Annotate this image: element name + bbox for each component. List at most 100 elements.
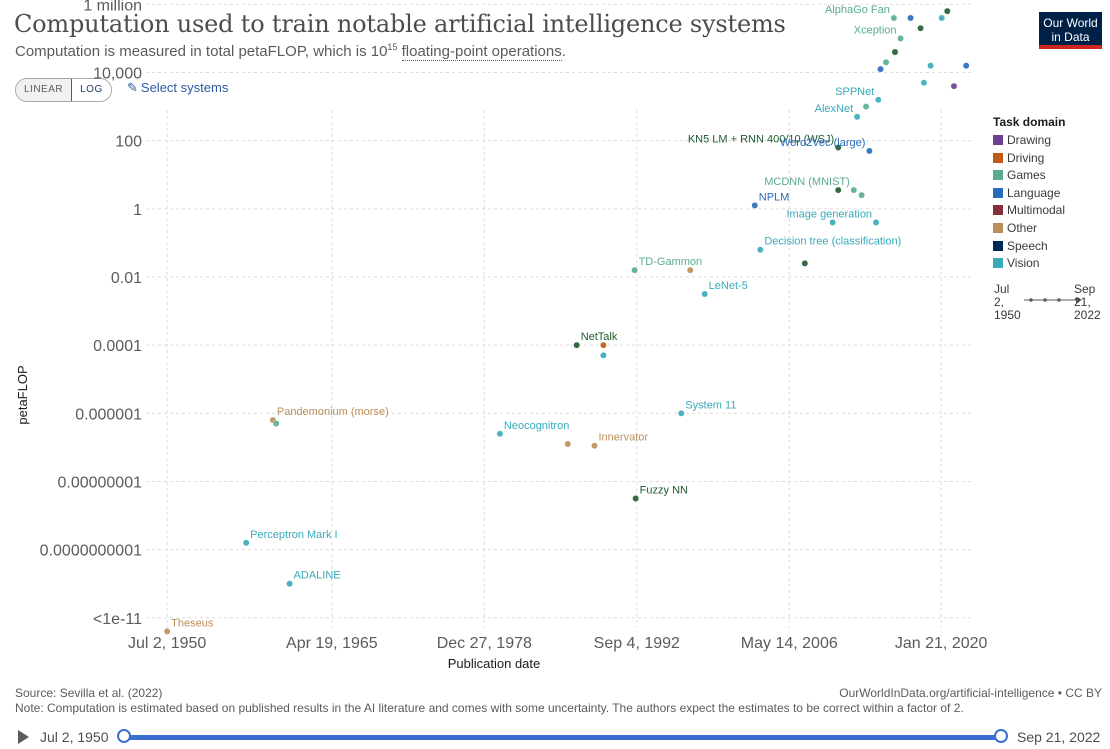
point-label: NPLM bbox=[759, 191, 790, 203]
y-axis-label: petaFLOP bbox=[15, 365, 30, 424]
scale-toggle[interactable]: LINEAR LOG bbox=[15, 78, 112, 102]
data-point bbox=[897, 34, 904, 42]
data-point bbox=[286, 580, 294, 588]
data-point bbox=[890, 14, 898, 22]
data-point bbox=[858, 191, 866, 199]
x-tick-label: Sep 4, 1992 bbox=[594, 635, 680, 652]
legend-label: Multimodal bbox=[1007, 203, 1066, 218]
data-point bbox=[853, 113, 861, 121]
legend-swatch bbox=[993, 223, 1003, 233]
logo-line2: in Data bbox=[1051, 30, 1090, 44]
data-point bbox=[242, 539, 250, 547]
legend-swatch bbox=[993, 135, 1003, 145]
legend-item-other[interactable]: Other bbox=[993, 221, 1037, 235]
data-point bbox=[272, 420, 280, 427]
y-tick-label: 0.0001 bbox=[93, 338, 142, 355]
legend-item-language[interactable]: Language bbox=[993, 186, 1060, 200]
legend-label: Games bbox=[1007, 168, 1046, 183]
point-label: Theseus bbox=[171, 617, 214, 629]
legend-item-driving[interactable]: Driving bbox=[993, 151, 1044, 165]
y-tick-label: 0.0000000001 bbox=[40, 543, 142, 560]
data-point bbox=[756, 246, 764, 254]
data-point bbox=[850, 186, 858, 194]
y-tick-label: 0.000001 bbox=[75, 406, 142, 423]
legend-label: Driving bbox=[1007, 150, 1045, 165]
data-point bbox=[163, 627, 171, 635]
legend-label: Vision bbox=[1007, 256, 1040, 271]
footnote: Note: Computation is estimated based on … bbox=[15, 701, 964, 715]
range-end-day: 21, bbox=[1074, 295, 1091, 309]
data-point bbox=[573, 341, 581, 349]
range-start-year: 1950 bbox=[994, 308, 1021, 322]
data-point bbox=[950, 82, 958, 90]
timeline-track[interactable] bbox=[124, 735, 1001, 740]
point-label: Innervator bbox=[599, 432, 649, 444]
point-label: Neocognitron bbox=[504, 420, 569, 432]
play-icon[interactable] bbox=[18, 730, 29, 744]
point-label: Decision tree (classification) bbox=[764, 236, 901, 248]
scale-log-button[interactable]: LOG bbox=[71, 79, 111, 101]
range-start-month: Jul bbox=[994, 282, 1010, 296]
point-label: Perceptron Mark I bbox=[250, 529, 337, 541]
y-tick-label: 0.01 bbox=[111, 270, 142, 287]
data-point bbox=[872, 219, 880, 226]
subtitle-link[interactable]: floating-point operations bbox=[401, 43, 562, 61]
data-point bbox=[920, 79, 928, 87]
point-label: ADALINE bbox=[294, 570, 341, 582]
legend-swatch bbox=[993, 187, 1003, 198]
data-point bbox=[938, 14, 946, 22]
range-end-year: 2022 bbox=[1074, 308, 1101, 322]
y-tick-label: 0.00000001 bbox=[57, 474, 142, 491]
source-url[interactable]: OurWorldInData.org/artificial-intelligen… bbox=[839, 686, 1102, 700]
data-point bbox=[631, 266, 639, 274]
select-systems-button[interactable]: ✎ Select systems bbox=[127, 80, 228, 96]
timeline-start-label: Jul 2, 1950 bbox=[40, 729, 109, 745]
timeline-start-handle[interactable] bbox=[117, 729, 131, 743]
scale-linear-button[interactable]: LINEAR bbox=[16, 79, 72, 101]
timeline-slider[interactable]: Jul 2, 1950 Sep 21, 2022 bbox=[0, 726, 1110, 749]
x-tick-label: May 14, 2006 bbox=[741, 635, 838, 652]
timeline-end-label: Sep 21, 2022 bbox=[1017, 729, 1101, 745]
data-point bbox=[496, 430, 504, 438]
logo-line1: Our World bbox=[1043, 16, 1098, 30]
point-label: AlphaGo Fan bbox=[825, 4, 890, 16]
timeline-end-handle[interactable] bbox=[994, 729, 1008, 743]
source-note: Source: Sevilla et al. (2022) bbox=[15, 686, 163, 700]
data-point bbox=[801, 259, 809, 267]
legend-item-games[interactable]: Games bbox=[993, 168, 1046, 182]
y-tick-label: 10,000 bbox=[93, 66, 142, 83]
data-point bbox=[829, 219, 837, 226]
data-point bbox=[907, 14, 915, 22]
owid-logo[interactable]: Our World in Data bbox=[1039, 12, 1102, 49]
data-point bbox=[677, 409, 685, 417]
legend-swatch bbox=[993, 152, 1003, 163]
legend-item-speech[interactable]: Speech bbox=[993, 239, 1048, 253]
point-label: KN5 LM + RNN 400/10 (WSJ) bbox=[688, 133, 834, 145]
legend-item-drawing[interactable]: Drawing bbox=[993, 133, 1051, 147]
range-end-label: Sep 21, 2022 bbox=[1074, 283, 1106, 322]
data-point bbox=[862, 103, 870, 111]
point-label: Pandemonium (morse) bbox=[277, 406, 389, 418]
pencil-icon: ✎ bbox=[127, 80, 138, 95]
data-point bbox=[751, 201, 759, 209]
data-point bbox=[564, 440, 572, 448]
data-point bbox=[865, 147, 873, 155]
y-tick-label: 1 million bbox=[83, 0, 142, 14]
point-label: TD-Gammon bbox=[639, 256, 703, 268]
data-point bbox=[632, 495, 640, 502]
range-start-label: Jul 2, 1950 bbox=[994, 283, 1026, 322]
legend-item-multimodal[interactable]: Multimodal bbox=[993, 203, 1065, 217]
legend-label: Language bbox=[1007, 185, 1061, 200]
point-label: LeNet-5 bbox=[709, 280, 748, 292]
y-tick-label: 100 bbox=[115, 134, 142, 151]
data-point bbox=[599, 341, 607, 349]
legend-swatch bbox=[993, 240, 1003, 251]
legend-label: Drawing bbox=[1007, 133, 1052, 147]
date-range-line bbox=[1024, 297, 1082, 303]
data-point bbox=[962, 62, 970, 70]
legend-item-vision[interactable]: Vision bbox=[993, 256, 1039, 270]
legend-swatch bbox=[993, 170, 1003, 181]
chart-title: Computation used to train notable artifi… bbox=[14, 10, 786, 38]
chart-subtitle: Computation is measured in total petaFLO… bbox=[15, 42, 566, 61]
